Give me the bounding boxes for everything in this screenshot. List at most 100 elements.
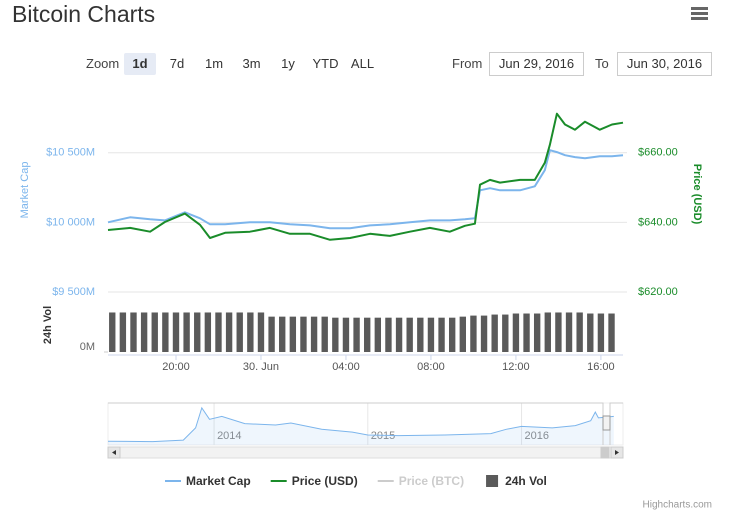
y2-axis-title: Price (USD) (691, 164, 703, 225)
x-tick-label: 08:00 (417, 361, 445, 373)
volume-bar (544, 312, 551, 352)
volume-bar (438, 317, 445, 352)
volume-bar (512, 313, 520, 352)
zoom-label: Zoom (86, 56, 120, 71)
volume-bar (310, 316, 318, 352)
legend-item[interactable]: Price (BTC) (377, 474, 464, 488)
y2-tick-label: $620.00 (638, 286, 678, 298)
volume-bar (385, 317, 392, 352)
volume-bar (427, 317, 435, 352)
y-axis-title: Market Cap (19, 162, 31, 219)
x-tick-label: 12:00 (502, 361, 530, 373)
y2-tick-label: $660.00 (638, 147, 678, 159)
volume-bar (140, 312, 148, 352)
legend-label: Market Cap (186, 474, 251, 488)
navigator-tick-label: 2014 (217, 430, 241, 442)
vol-axis-title: 24h Vol (42, 306, 54, 344)
volume-bar (608, 313, 615, 352)
page-title: Bitcoin Charts (12, 1, 156, 27)
volume-bar (279, 316, 286, 352)
volume-bar (364, 317, 371, 352)
navigator-handle[interactable] (602, 415, 611, 431)
volume-bar (130, 312, 137, 352)
volume-bar (374, 317, 382, 352)
volume-bar (289, 316, 297, 352)
zoom-button[interactable]: 3m (242, 56, 261, 71)
volume-bar (555, 312, 562, 352)
to-input[interactable]: Jun 30, 2016 (617, 52, 712, 76)
y-tick-label: $10 500M (46, 147, 95, 159)
legend-label: Price (BTC) (399, 474, 464, 488)
volume-bar (257, 312, 265, 352)
volume-bar (194, 312, 201, 352)
navigator-area (108, 407, 614, 445)
to-label: To (595, 56, 609, 71)
y-tick-label: $9 500M (52, 286, 95, 298)
navigator-tick-label: 2016 (525, 430, 549, 442)
menu-button[interactable] (691, 7, 708, 21)
zoom-button[interactable]: 7d (169, 56, 185, 71)
volume-bar (225, 312, 233, 352)
navigator-tick-label: 2015 (371, 430, 395, 442)
scrollbar-thumb[interactable] (600, 446, 610, 459)
series-line (107, 112, 624, 241)
legend-label: Price (USD) (292, 474, 358, 488)
x-tick-label: 30. Jun (243, 361, 279, 373)
volume-bar (183, 312, 190, 352)
zoom-button[interactable]: YTD (312, 56, 339, 71)
from-input[interactable]: Jun 29, 2016 (489, 52, 584, 76)
volume-bar (395, 317, 403, 352)
from-label: From (452, 56, 483, 71)
volume-bar (300, 316, 307, 352)
navigator-outline (108, 402, 623, 445)
volume-bar (119, 312, 127, 352)
volume-bar (321, 316, 328, 352)
volume-bar (587, 313, 594, 352)
volume-bar (162, 312, 169, 352)
volume-bar (332, 317, 339, 352)
navigator-line (107, 406, 614, 443)
volume-bar (236, 312, 243, 352)
volume-bar (215, 312, 222, 352)
zoom-button[interactable]: ALL (350, 56, 375, 71)
y2-tick-label: $640.00 (638, 216, 678, 228)
volume-bar (204, 312, 212, 352)
x-tick-label: 20:00 (162, 361, 190, 373)
zoom-button[interactable]: 1y (281, 56, 295, 71)
legend-item[interactable]: 24h Vol (486, 474, 547, 488)
volume-bar (353, 317, 360, 352)
credits[interactable]: Highcharts.com (643, 500, 712, 511)
scrollbar-right-arrow (615, 450, 619, 455)
y-tick-label: $10 000M (46, 216, 95, 228)
navigator-frame (107, 402, 624, 446)
volume-bar (342, 317, 350, 352)
legend-label: 24h Vol (505, 474, 547, 488)
volume-bar (480, 315, 488, 352)
zoom-button[interactable]: 1m (204, 56, 224, 71)
volume-bar (523, 313, 530, 352)
volume-bar (151, 312, 158, 352)
volume-bar (406, 317, 413, 352)
vol-tick-label: 0M (80, 341, 95, 353)
legend-item[interactable]: Market Cap (165, 474, 251, 488)
volume-bar (565, 312, 573, 352)
volume-bar (448, 317, 456, 352)
volume-bar (576, 312, 583, 352)
legend-symbol (486, 475, 499, 487)
legend-item[interactable]: Price (USD) (270, 474, 358, 488)
volume-bar (597, 313, 605, 352)
volume-bar (533, 313, 541, 352)
volume-bar (268, 316, 275, 352)
x-tick-label: 16:00 (587, 361, 615, 373)
scrollbar-track (107, 446, 624, 459)
volume-bar (247, 312, 254, 352)
x-tick-label: 04:00 (332, 361, 360, 373)
series-line (107, 149, 624, 230)
scrollbar-left-arrow (112, 450, 116, 455)
volume-bar (470, 315, 477, 352)
volume-bar (417, 317, 424, 352)
volume-bar (109, 312, 116, 352)
zoom-button[interactable]: 1d (124, 53, 156, 75)
